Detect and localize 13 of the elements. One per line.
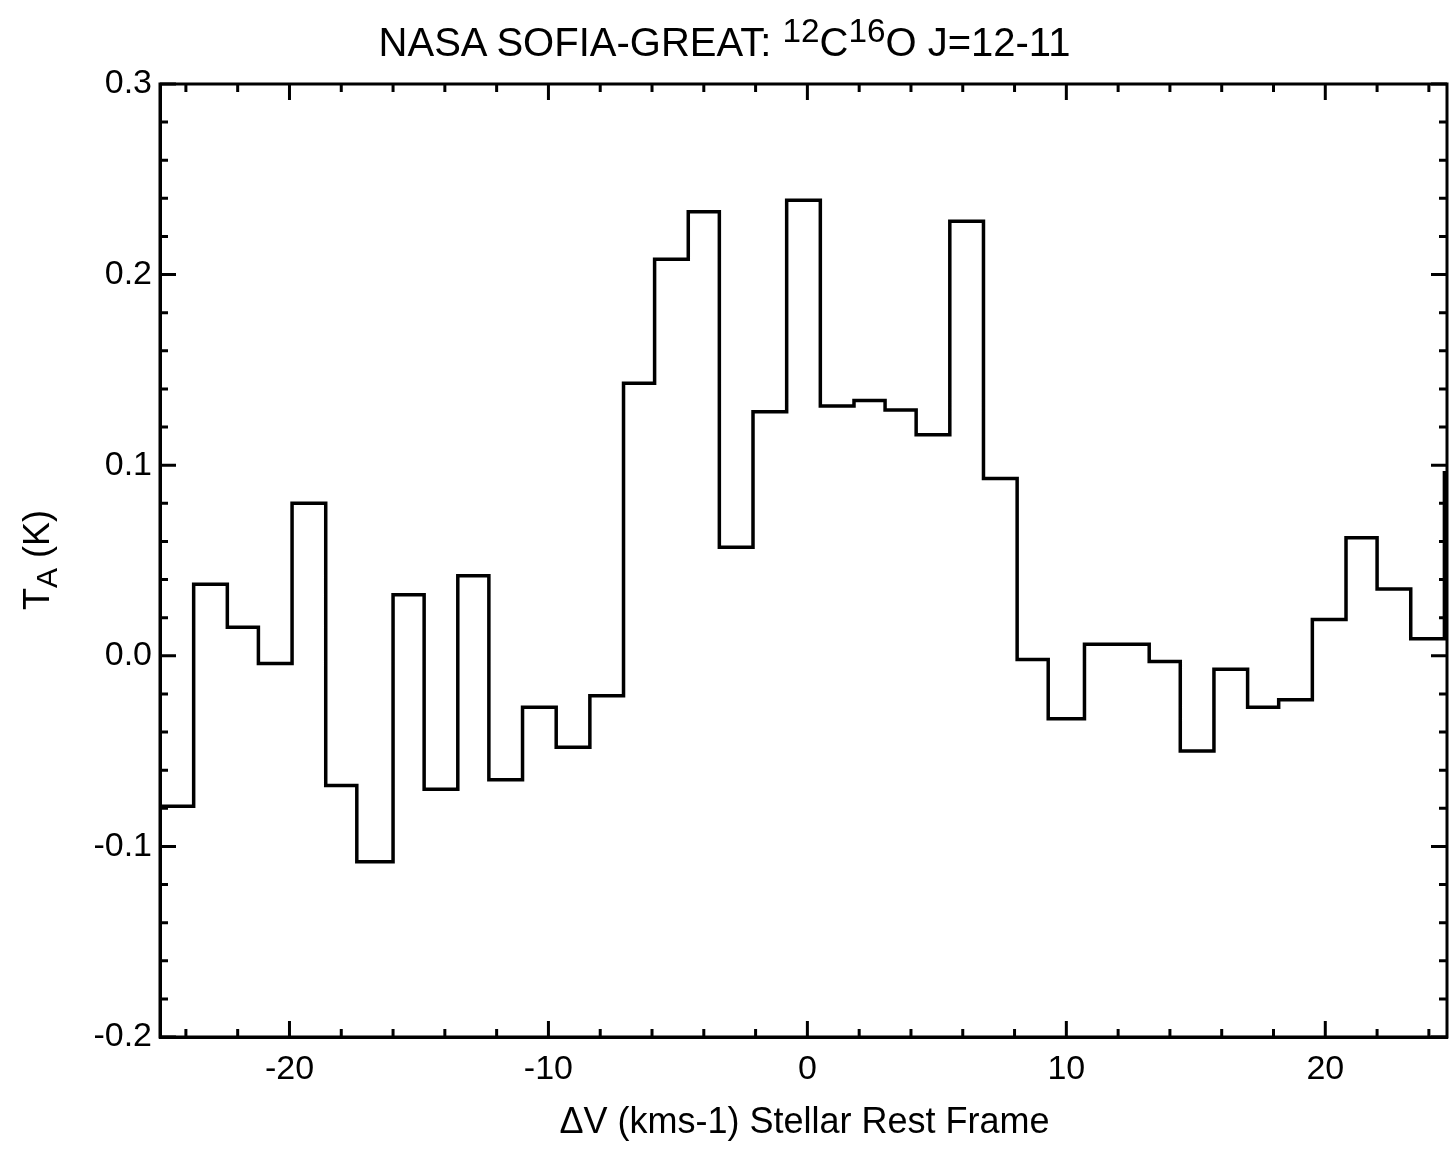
y-tick-label: 0.0 xyxy=(104,634,152,673)
y-tick-label: -0.2 xyxy=(93,1015,152,1054)
chart-title: NASA SOFIA-GREAT: $^{12}$C$^{16}$O J=12-11 xyxy=(378,12,1071,65)
y-tick-label: 0.1 xyxy=(104,443,152,482)
x-tick-label: 10 xyxy=(1047,1047,1086,1086)
y-tick-label: 0.2 xyxy=(104,252,152,291)
y-tick-label: 0.3 xyxy=(104,62,152,101)
x-tick-label: 20 xyxy=(1306,1047,1345,1086)
y-tick-label: -0.1 xyxy=(93,824,152,863)
x-tick-label: -20 xyxy=(264,1047,315,1086)
x-tick-label: -10 xyxy=(523,1047,573,1086)
x-axis-title: ΔV (kms-1) Stellar Rest Frame xyxy=(558,1100,1051,1142)
x-tick-label: 0 xyxy=(797,1047,817,1086)
